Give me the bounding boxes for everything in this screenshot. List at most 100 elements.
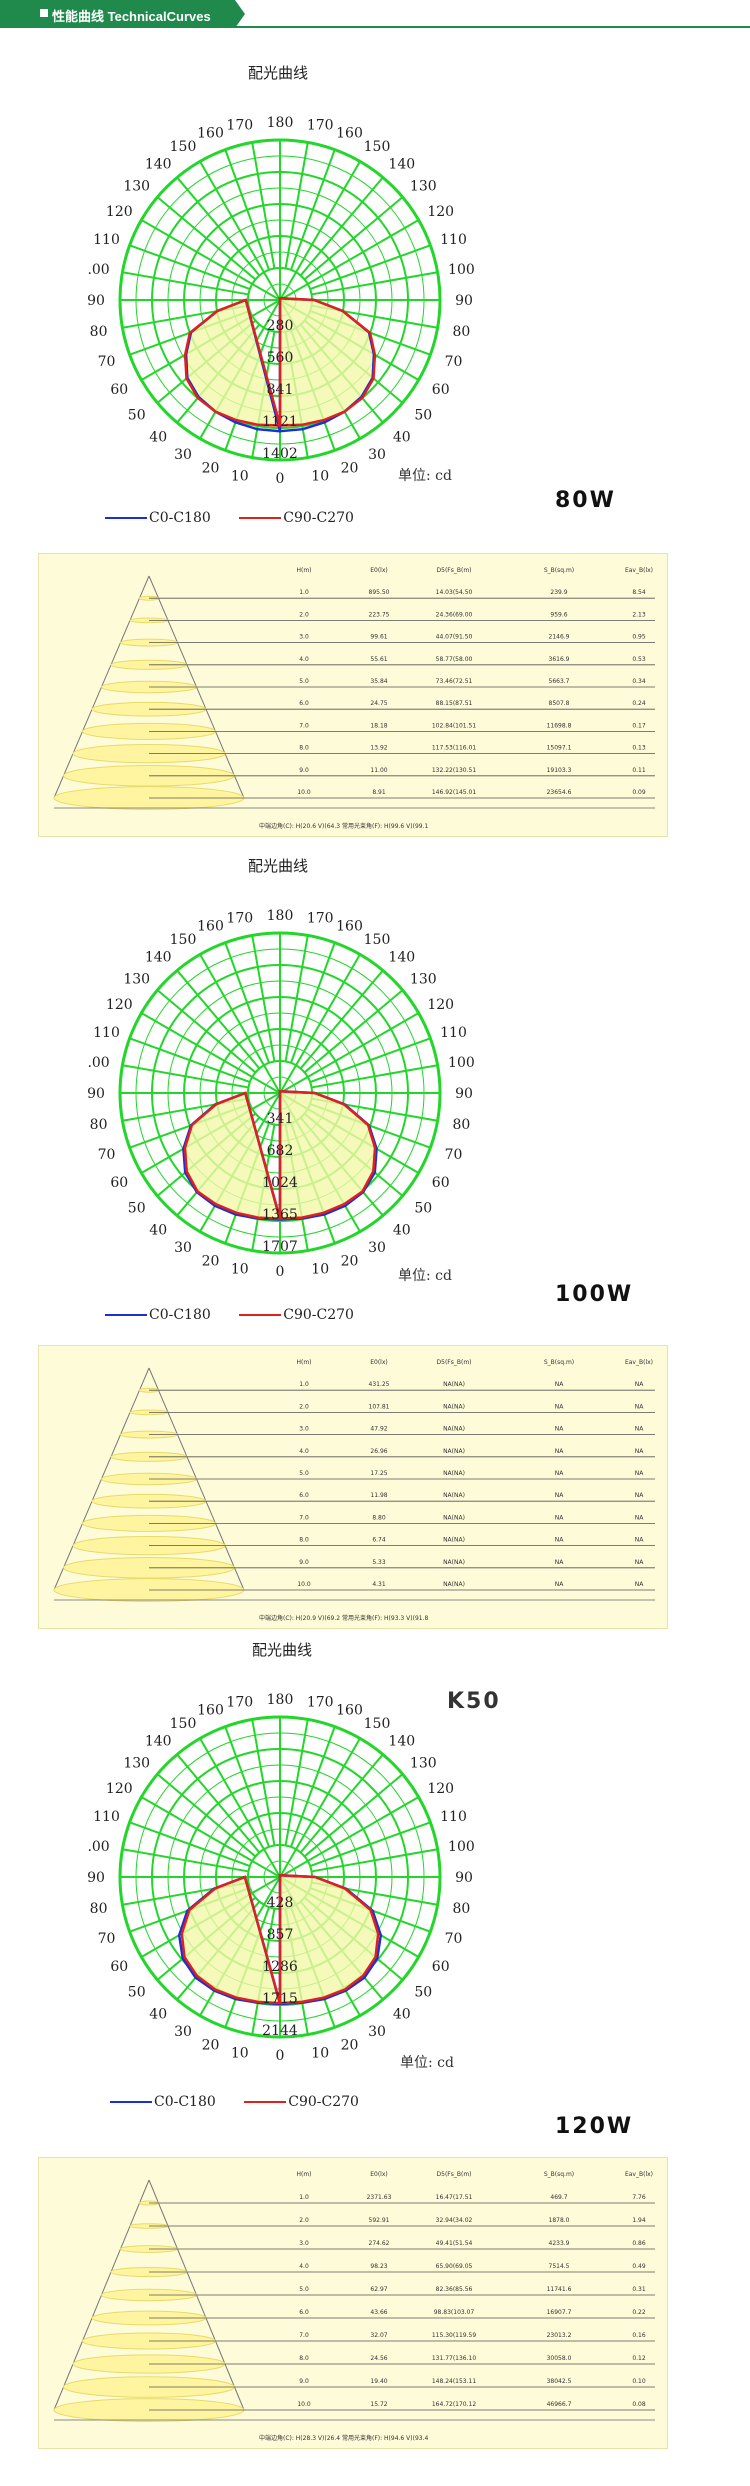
- table-cell: 98.83(103.07: [434, 2309, 475, 2316]
- table-cell: 592.91: [369, 2217, 390, 2224]
- angle-label: 20: [341, 2037, 359, 2053]
- illuminance-cone-table: H(m) E0(lx) D5(Fs_B(m) S_B(sq.m) Eav_B(lx) 1.…: [38, 2157, 668, 2449]
- table-cell: 5663.7: [549, 678, 570, 685]
- angle-label: 70: [445, 1147, 463, 1163]
- grid-spoke: [224, 1726, 270, 1848]
- section-header: 性能曲线 TechnicalCurves: [0, 0, 750, 30]
- legend-label: C90-C270: [288, 2094, 359, 2110]
- ring-label: 280: [267, 318, 294, 334]
- table-cell: 15.72: [370, 2401, 387, 2408]
- table-cell: 239.9: [550, 589, 567, 596]
- table-cell: 16907.7: [547, 2309, 572, 2316]
- table-cell: NA(NA): [443, 1514, 465, 1521]
- table-cell: 8.0: [299, 1537, 309, 1544]
- table-cell: 146.92(145.01: [432, 789, 477, 796]
- table-cell: 148.24(153.11: [432, 2378, 477, 2385]
- angle-label: 130: [410, 1756, 437, 1772]
- angle-label: 90: [87, 1086, 105, 1102]
- table-cell: 2.13: [632, 611, 646, 618]
- table-header: E0(lx): [370, 567, 388, 574]
- ring-label: 341: [267, 1111, 294, 1127]
- table-cell: 3.0: [299, 1426, 309, 1433]
- curve-section-80w: 配光曲线 280 560 841 1121 1402 0 10 20 30 40 50 60 70 80 9…: [0, 0, 750, 845]
- table-cell: 13.92: [370, 745, 387, 752]
- table-footer: 中端边角(C): H(28.3 V)(26.4 常用光束角(F): H(94.6…: [259, 2434, 428, 2442]
- ring-label: 841: [267, 382, 294, 398]
- curve-section-120w: 配光曲线 K50 428 857 1286 1715 2144 0 10 20 30 40 50 60…: [0, 1627, 750, 2486]
- grid-spoke: [303, 1773, 404, 1858]
- angle-label: 70: [98, 1931, 116, 1947]
- angle-label: 160: [336, 1703, 363, 1719]
- legend-item-c0-c180: C0-C180: [105, 510, 211, 526]
- table-cell: 58.77(58.00: [436, 656, 473, 663]
- table-cell: 15097.1: [547, 745, 572, 752]
- wattage-label: 100W: [555, 1282, 634, 1307]
- series-c90-c270: [183, 296, 377, 427]
- angle-label: 110: [93, 1809, 120, 1825]
- legend-swatch-red: [239, 1314, 282, 1316]
- table-cell: NA(NA): [443, 1537, 465, 1544]
- table-cell: NA: [635, 1403, 644, 1410]
- table-cell: NA(NA): [443, 1403, 465, 1410]
- table-cell: NA: [635, 1581, 644, 1588]
- table-cell: 0.13: [632, 745, 646, 752]
- table-cell: NA: [635, 1381, 644, 1388]
- angle-label: 50: [414, 1200, 432, 1216]
- wattage-label: 80W: [555, 488, 616, 513]
- table-header: E0(lx): [370, 1359, 388, 1366]
- angle-label: 110: [93, 232, 120, 248]
- angle-label: 160: [336, 126, 363, 142]
- table-cell: 8507.8: [549, 700, 570, 707]
- angle-label: 60: [432, 1175, 450, 1191]
- table-cell: 11698.8: [547, 722, 572, 729]
- table-cell: 3.0: [299, 634, 309, 641]
- table-cell: 2371.63: [367, 2194, 392, 2201]
- angle-label: 30: [368, 447, 386, 463]
- grid-spoke: [156, 196, 257, 281]
- angle-label: 30: [368, 1240, 386, 1256]
- grid-spoke: [290, 1726, 336, 1848]
- cone-diagram-table: H(m) E0(lx) D5(Fs_B(m) S_B(sq.m) Eav_B(lx) 1.…: [53, 2171, 655, 2442]
- angle-label: 70: [445, 1931, 463, 1947]
- grid-spoke: [122, 271, 249, 296]
- angle-label: 10: [231, 468, 249, 484]
- table-cell: 46966.7: [547, 2401, 572, 2408]
- grid-spoke: [309, 1037, 431, 1083]
- table-cell: 5.0: [299, 2286, 309, 2293]
- illuminance-cone-table: H(m) E0(lx) D5(Fs_B(m) S_B(sq.m) Eav_B(lx) 1.…: [38, 553, 668, 837]
- table-cell: 1878.0: [549, 2217, 570, 2224]
- table-header: S_B(sq.m): [544, 567, 574, 574]
- table-cell: NA(NA): [443, 1448, 465, 1455]
- table-cell: NA: [635, 1448, 644, 1455]
- legend-label: C0-C180: [149, 510, 211, 526]
- angle-label: 140: [388, 950, 415, 966]
- table-cell: 4.0: [299, 2263, 309, 2270]
- table-cell: NA: [635, 1426, 644, 1433]
- angle-label: 40: [393, 1222, 411, 1238]
- grid-spoke: [129, 1821, 251, 1867]
- table-cell: 9.0: [299, 767, 309, 774]
- angle-label: 80: [90, 1117, 108, 1133]
- table-cell: 2.0: [299, 611, 309, 618]
- table-cell: 99.61: [370, 634, 387, 641]
- angle-label: 130: [123, 179, 150, 195]
- angle-label: 160: [197, 919, 224, 935]
- grid-spoke: [290, 942, 336, 1064]
- table-cell: 88.15(87.51: [436, 700, 473, 707]
- angle-label: 60: [432, 1959, 450, 1975]
- angle-label: 30: [174, 2024, 192, 2040]
- angle-label: 70: [445, 354, 463, 370]
- table-header: H(m): [296, 567, 311, 574]
- table-cell: 98.23: [370, 2263, 387, 2270]
- table-cell: 0.09: [632, 789, 646, 796]
- table-cell: 274.62: [369, 2240, 390, 2247]
- grid-spoke: [251, 142, 276, 269]
- angle-label: 140: [145, 157, 172, 173]
- table-header: Eav_B(lx): [625, 1359, 653, 1366]
- table-cell: 32.07: [370, 2332, 387, 2339]
- angle-label: 120: [427, 1781, 454, 1797]
- table-cell: NA(NA): [443, 1426, 465, 1433]
- angle-label: 20: [202, 1253, 220, 1269]
- table-cell: 8.91: [372, 789, 386, 796]
- angle-label: 10: [231, 1261, 249, 1277]
